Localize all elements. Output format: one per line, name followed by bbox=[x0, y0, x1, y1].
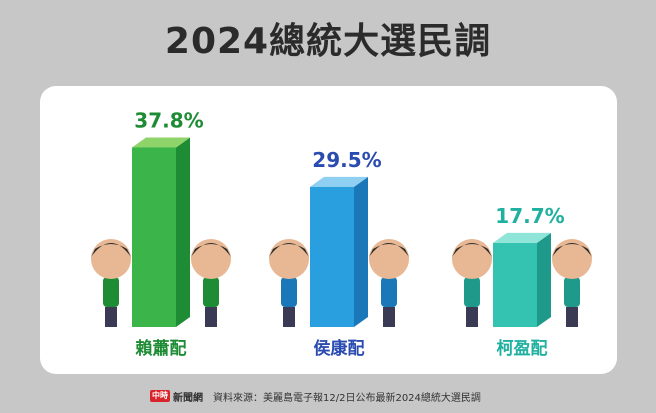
category-label: 柯盈配 bbox=[497, 338, 548, 359]
figure-head bbox=[452, 239, 492, 279]
candidate-figure bbox=[452, 239, 492, 327]
bar bbox=[493, 242, 537, 327]
category-label: 侯康配 bbox=[314, 338, 365, 359]
figure-hair bbox=[191, 243, 231, 257]
bar-chart: 37.8% 賴蕭配 29.5% 侯康配 17.7% 柯盈配 bbox=[91, 108, 592, 359]
bar-top bbox=[493, 232, 551, 243]
figure-legs bbox=[383, 307, 395, 327]
figure-head bbox=[269, 239, 309, 279]
figure-hair bbox=[91, 243, 131, 257]
bar bbox=[310, 186, 354, 327]
data-label: 17.7% bbox=[495, 204, 564, 228]
candidate-figure bbox=[369, 239, 409, 327]
logo-text: 新聞網 bbox=[173, 392, 203, 404]
figure-head bbox=[91, 239, 131, 279]
candidate-figure bbox=[191, 239, 231, 327]
bar-side bbox=[176, 137, 190, 327]
data-label: 37.8% bbox=[134, 108, 203, 132]
figure-hair bbox=[552, 243, 592, 257]
figure-body bbox=[103, 277, 119, 307]
figure-legs bbox=[466, 307, 478, 327]
bar-side bbox=[537, 232, 551, 327]
figure-hair bbox=[452, 243, 492, 257]
figure-head bbox=[552, 239, 592, 279]
bar-top bbox=[132, 137, 190, 148]
page-title: 2024總統大選民調 bbox=[164, 21, 492, 62]
bar bbox=[132, 147, 176, 327]
figure-body bbox=[464, 277, 480, 307]
footer: 中時 新聞網 資料來源：美麗島電子報12/2日公布最新2024總統大選民調 bbox=[150, 388, 481, 404]
data-label: 29.5% bbox=[312, 148, 381, 172]
figure-head bbox=[191, 239, 231, 279]
bar-top bbox=[310, 176, 368, 187]
figure-legs bbox=[105, 307, 117, 327]
figure-body bbox=[381, 277, 397, 307]
figure-body bbox=[564, 277, 580, 307]
source-note: 資料來源：美麗島電子報12/2日公布最新2024總統大選民調 bbox=[213, 392, 481, 404]
figure-head bbox=[369, 239, 409, 279]
figure-body bbox=[281, 277, 297, 307]
category-label: 賴蕭配 bbox=[136, 338, 187, 359]
logo-mark: 中時 bbox=[150, 390, 170, 402]
bar-side bbox=[354, 176, 368, 327]
figure-body bbox=[203, 277, 219, 307]
figure-hair bbox=[269, 243, 309, 257]
candidate-figure bbox=[91, 239, 131, 327]
candidate-figure bbox=[269, 239, 309, 327]
figure-hair bbox=[369, 243, 409, 257]
news-logo: 中時 新聞網 bbox=[150, 389, 203, 404]
figure-legs bbox=[566, 307, 578, 327]
figure-legs bbox=[283, 307, 295, 327]
candidate-figure bbox=[552, 239, 592, 327]
figure-legs bbox=[205, 307, 217, 327]
